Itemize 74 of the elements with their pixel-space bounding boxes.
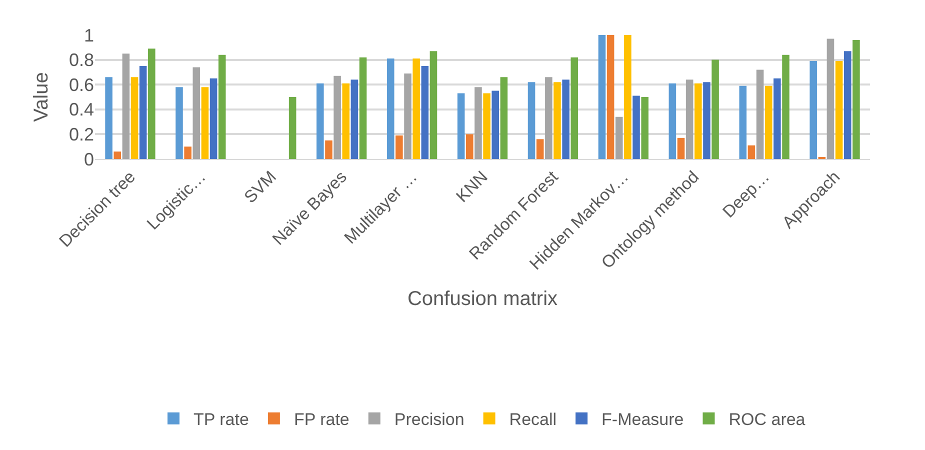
bar — [615, 116, 623, 159]
bar — [334, 76, 341, 159]
bar — [641, 97, 648, 159]
bar — [492, 90, 499, 159]
y-tick-label: 0.8 — [68, 50, 94, 70]
legend-label: FP rate — [294, 410, 350, 429]
bar — [148, 48, 156, 159]
bar — [176, 87, 183, 159]
bar — [545, 77, 552, 159]
x-axis-title: Confusion matrix — [407, 288, 558, 310]
bar — [554, 82, 561, 159]
bar — [210, 78, 218, 159]
bar — [430, 51, 438, 159]
bar — [359, 57, 367, 159]
bar — [562, 80, 570, 159]
bar — [350, 80, 358, 159]
bar — [774, 78, 781, 159]
bar — [412, 58, 420, 159]
bar — [598, 35, 606, 159]
legend-label: Recall — [509, 410, 557, 429]
bar — [632, 96, 640, 159]
bar — [342, 83, 350, 159]
bar — [703, 82, 710, 159]
bar — [668, 83, 676, 159]
bar — [686, 80, 694, 159]
bar — [712, 60, 719, 159]
legend-label: Precision — [394, 410, 464, 429]
legend-label: TP rate — [194, 410, 249, 429]
y-tick-label: 0.4 — [68, 100, 94, 120]
bar — [677, 138, 685, 159]
bar — [835, 61, 843, 159]
bar — [739, 86, 747, 159]
bar — [325, 140, 332, 159]
bar — [570, 57, 578, 159]
bar — [782, 54, 790, 159]
bar — [606, 35, 614, 159]
bar — [184, 146, 192, 159]
bar — [500, 77, 508, 159]
bar — [316, 83, 324, 159]
bar — [826, 38, 834, 159]
bar — [624, 35, 632, 159]
bar — [218, 54, 226, 159]
bar — [844, 51, 852, 159]
bar — [139, 66, 147, 159]
bar — [122, 54, 130, 159]
bar — [748, 145, 756, 159]
bar — [764, 86, 772, 159]
bar — [528, 82, 536, 159]
bar — [810, 61, 817, 159]
legend-label: ROC area — [728, 410, 806, 429]
bar — [396, 135, 403, 159]
bar — [114, 152, 122, 159]
bar — [694, 83, 702, 159]
bar — [483, 93, 490, 159]
bar — [201, 87, 209, 159]
bar — [105, 77, 112, 159]
bar — [457, 93, 465, 159]
bar — [756, 70, 764, 159]
y-tick-label: 0.6 — [68, 74, 94, 95]
bar — [288, 97, 296, 159]
bar — [466, 134, 474, 159]
y-tick-label: 0.2 — [68, 124, 94, 144]
y-tick-label: 1 — [84, 25, 94, 46]
bar — [536, 139, 544, 159]
bar — [192, 67, 200, 159]
bar — [421, 66, 429, 159]
bar — [130, 77, 138, 159]
bar — [386, 58, 394, 159]
bar — [852, 40, 860, 159]
bar — [404, 73, 412, 159]
bar — [474, 87, 482, 159]
y-tick-label: 0 — [84, 149, 94, 170]
y-axis-title: Value — [30, 72, 52, 122]
legend-label: F-Measure — [602, 410, 684, 429]
